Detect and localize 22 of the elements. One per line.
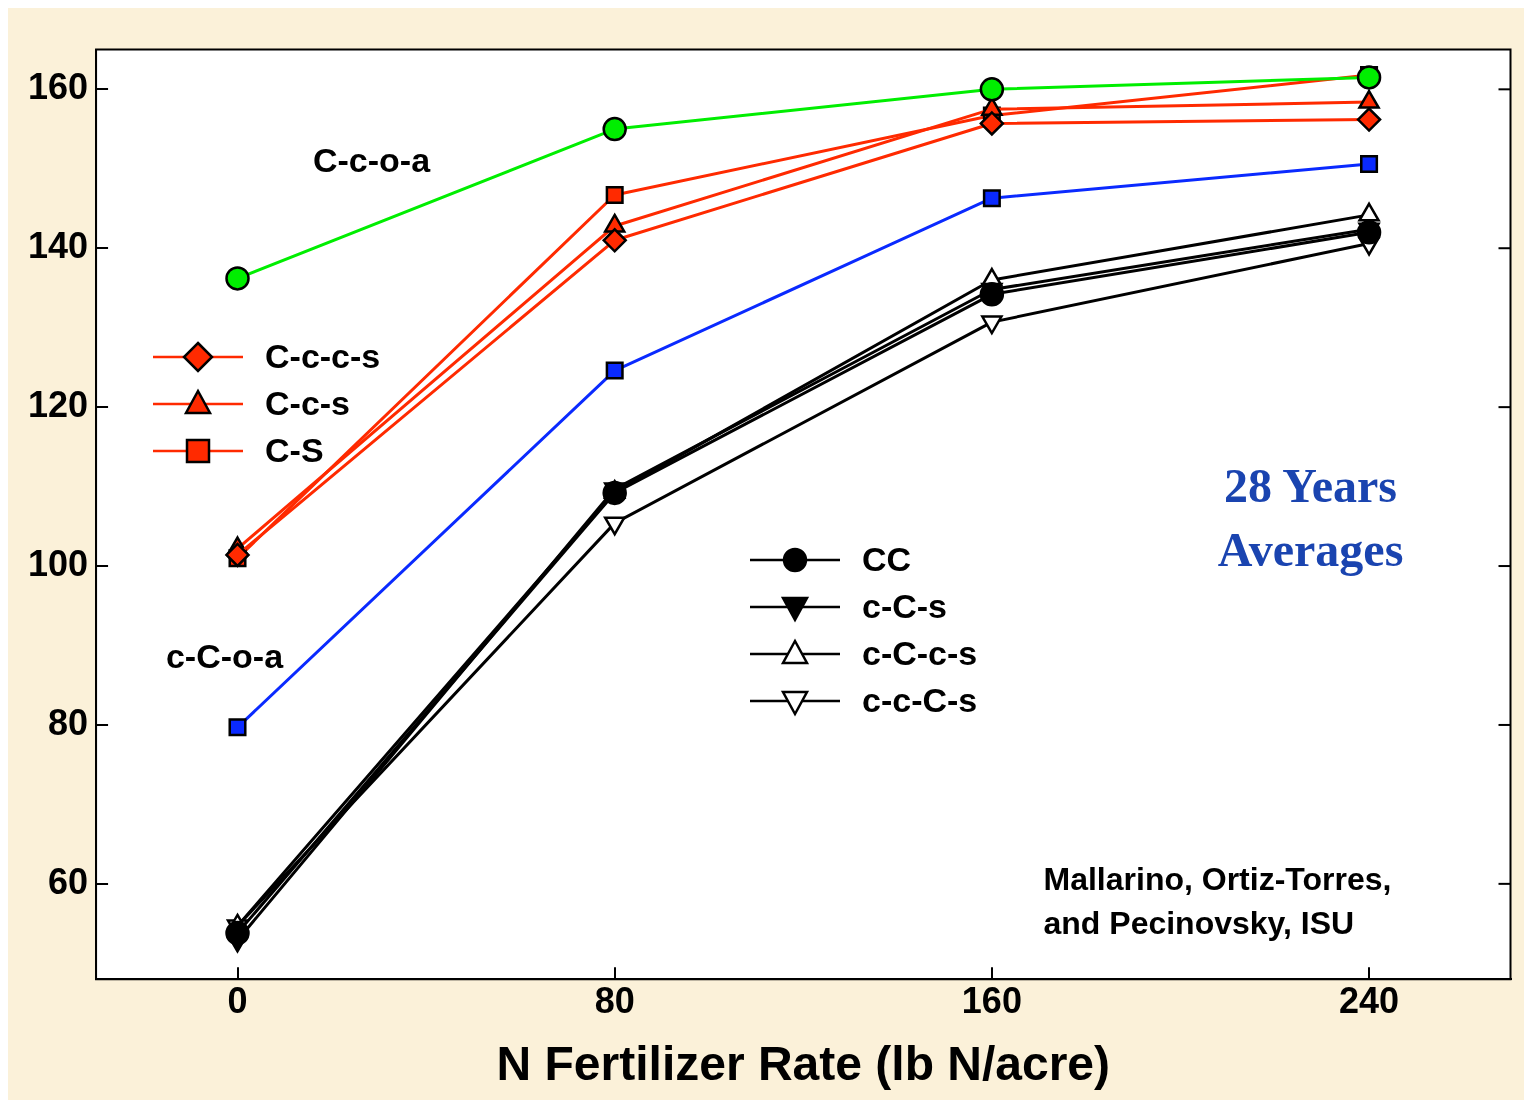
x-tick-label: 0 [227,979,248,1021]
series-label: C-c-o-a [312,140,432,179]
y-tick-label: 160 [27,66,89,108]
y-tick-label: 140 [27,225,89,267]
y-tick-label: 60 [48,860,89,902]
x-tick-label: 160 [961,979,1022,1021]
y-tick-label: 120 [27,384,89,426]
legend-label: C-c-c-s [265,337,381,376]
annotation: Mallarino, Ortiz-Torres, and Pecinovsky, ISU [1043,861,1392,942]
legend-label: C-S [265,431,324,470]
x-tick-label: 240 [1339,979,1400,1021]
legend-label: CC [862,540,912,579]
annotation: 28 Years Averages [1217,459,1404,577]
legend-label: C-c-s [265,384,351,423]
legend-label: c-C-s [862,587,948,626]
series-label: c-C-o-a [165,636,285,675]
y-tick-label: 80 [48,701,89,743]
legend-label: c-C-c-s [862,634,978,673]
y-tick-label: 100 [27,542,89,584]
legend-label: c-c-C-s [862,681,978,720]
x-tick-label: 80 [594,979,635,1021]
x-axis-title: N Fertilizer Rate (lb N/acre) [496,1037,1111,1091]
